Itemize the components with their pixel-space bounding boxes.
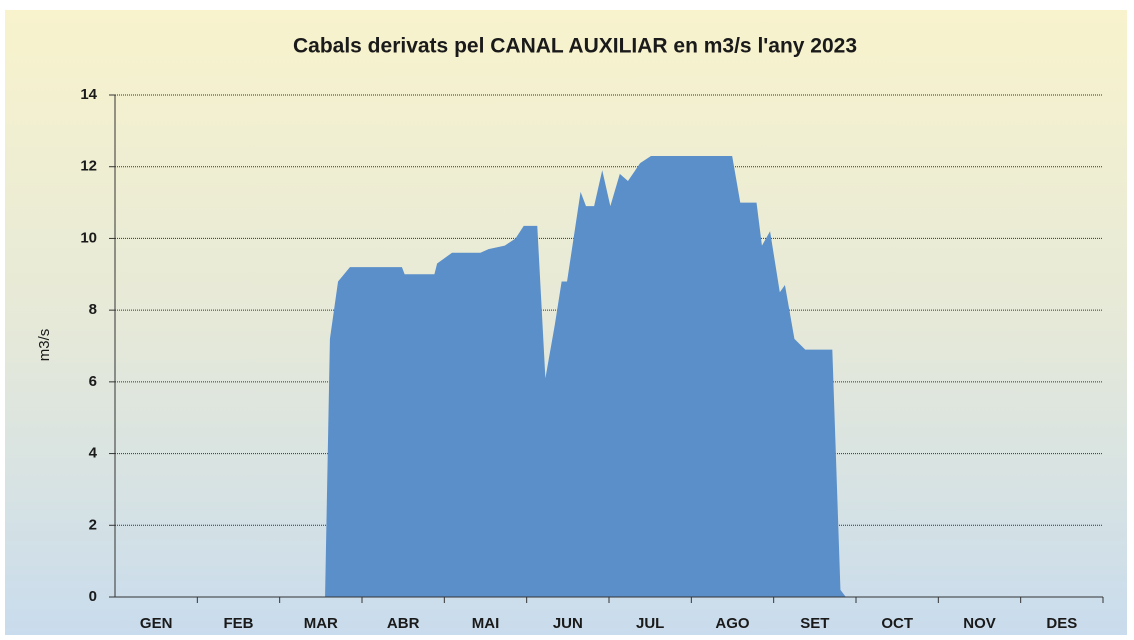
area <box>325 155 846 597</box>
x-tick-label: GEN <box>140 615 173 632</box>
x-tick-label: JUN <box>553 615 583 632</box>
chart-title: Cabals derivats pel CANAL AUXILIAR en m3… <box>293 35 857 58</box>
y-tick-label: 8 <box>89 301 97 318</box>
x-tick-label: NOV <box>963 615 996 632</box>
y-tick-label: 6 <box>89 373 97 390</box>
x-tick-label: FEB <box>224 615 254 632</box>
y-tick-label: 0 <box>89 588 97 605</box>
x-tick-label: AGO <box>715 615 750 632</box>
y-tick-label: 12 <box>80 158 97 175</box>
y-tick-label: 10 <box>80 229 97 246</box>
x-tick-label: SET <box>800 615 829 632</box>
x-tick-label: MAI <box>472 615 500 632</box>
x-tick-label: OCT <box>881 615 913 632</box>
x-tick-label: JUL <box>636 615 664 632</box>
y-tick-label: 14 <box>80 86 97 103</box>
y-axis-label: m3/s <box>36 329 53 362</box>
x-tick-label: DES <box>1046 615 1077 632</box>
y-tick-label: 4 <box>89 445 98 462</box>
x-tick-label: MAR <box>304 615 338 632</box>
y-tick-label: 2 <box>89 516 97 533</box>
x-tick-label: ABR <box>387 615 420 632</box>
